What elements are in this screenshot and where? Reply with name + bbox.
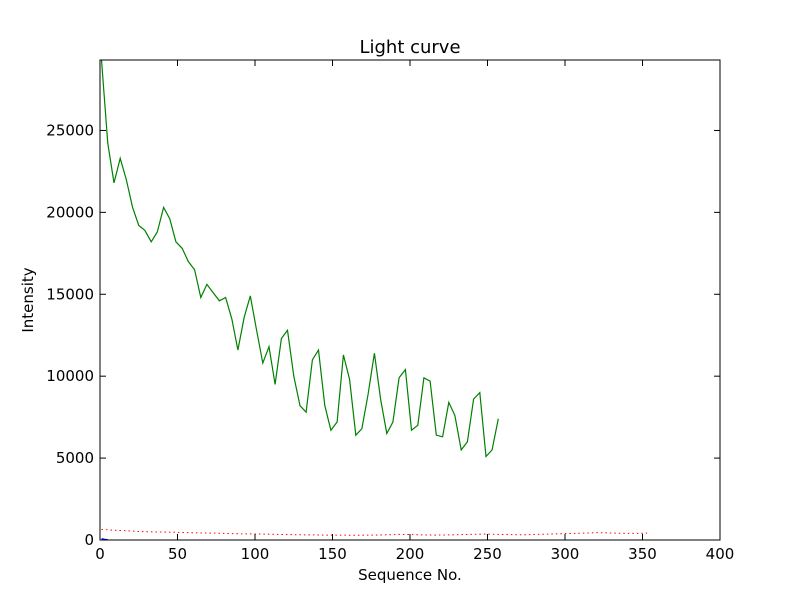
x-tick-label: 350 <box>628 545 657 563</box>
y-tick-label: 10000 <box>46 367 94 385</box>
y-axis: 0 5000 10000 15000 20000 25000 <box>46 121 720 549</box>
y-tick-label: 15000 <box>46 285 94 303</box>
y-axis-label: Intensity <box>19 267 37 332</box>
x-tick-label: 0 <box>95 545 105 563</box>
y-tick-label: 20000 <box>46 203 94 221</box>
chart-title: Light curve <box>359 37 460 58</box>
x-tick-label: 300 <box>551 545 580 563</box>
y-tick-label: 5000 <box>56 449 94 467</box>
y-tick-label: 25000 <box>46 121 94 139</box>
x-tick-label: 250 <box>473 545 502 563</box>
x-tick-label: 200 <box>396 545 425 563</box>
x-tick-label: 100 <box>241 545 270 563</box>
x-tick-label: 50 <box>168 545 187 563</box>
y-tick-label: 0 <box>84 531 94 549</box>
x-axis: 0 50 100 150 200 250 300 350 400 <box>95 60 734 563</box>
series-2-line <box>101 528 648 536</box>
series-1-line <box>100 59 499 458</box>
x-axis-label: Sequence No. <box>358 566 462 584</box>
x-tick-label: 150 <box>318 545 347 563</box>
x-tick-label: 400 <box>706 545 735 563</box>
